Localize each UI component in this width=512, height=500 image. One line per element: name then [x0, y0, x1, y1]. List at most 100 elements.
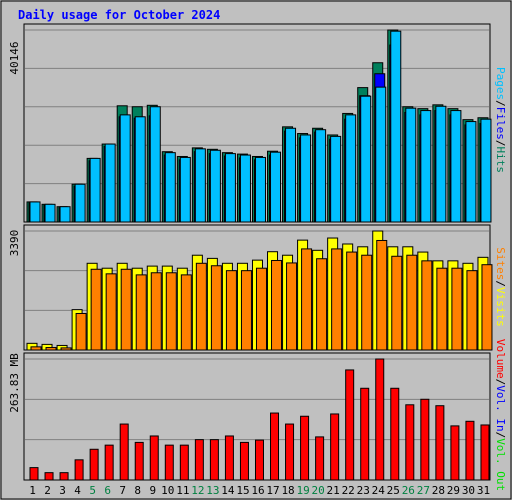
bar-sites-day-4: [75, 312, 87, 351]
day-label-22: 22: [342, 484, 355, 497]
bar-sites-day-13: [210, 265, 222, 351]
bar-pages-day-27: [420, 110, 432, 223]
day-label-19: 19: [296, 484, 309, 497]
bar-pages-day-21: [330, 135, 342, 223]
bar-pages-day-1: [29, 201, 41, 223]
bar-sites-day-11: [180, 274, 192, 351]
day-labels: 1 2 3 4 5 6 7 8 9 10 11 12 13 14 15 16 17 18 19 20 21 22 23 24 2…: [29, 484, 490, 497]
legend-visits: Visits: [494, 287, 507, 327]
bar-sites-day-24: [376, 239, 388, 351]
day-label-16: 16: [251, 484, 264, 497]
volume-panel: [23, 352, 491, 481]
bot-max-label: 263.83 MB: [8, 353, 21, 413]
day-label-11: 11: [176, 484, 189, 497]
bar-volume-day-7: [119, 423, 129, 481]
side-mid-text: Sites/Visits: [494, 247, 507, 327]
bar-sites-day-15: [240, 270, 252, 351]
day-label-26: 26: [402, 484, 415, 497]
bar-volume-day-9: [149, 435, 159, 481]
bar-sites-day-5: [90, 268, 102, 351]
day-label-12: 12: [191, 484, 204, 497]
bar-pages-day-16: [254, 156, 266, 223]
side-legend-middle: Sites/Visits: [494, 247, 507, 327]
bar-volume-day-30: [465, 420, 475, 481]
bar-sites-day-2: [45, 347, 57, 351]
legend-hits: Hits: [494, 147, 507, 174]
bar-sites-day-30: [466, 270, 478, 351]
side-top-text: Pages/Files/Hits: [494, 67, 507, 173]
visits-sites-panel: [23, 224, 493, 351]
bar-sites-day-20: [316, 258, 328, 351]
bar-pages-day-12: [194, 148, 206, 223]
day-label-29: 29: [447, 484, 460, 497]
day-label-7: 7: [119, 484, 126, 497]
bar-volume-day-3: [59, 472, 69, 481]
day-label-15: 15: [236, 484, 249, 497]
bar-pages-day-7: [119, 114, 131, 223]
bar-volume-day-23: [360, 387, 370, 481]
bar-volume-day-6: [104, 444, 114, 481]
bar-pages-day-18: [285, 127, 297, 223]
bar-sites-day-3: [60, 347, 72, 351]
bar-volume-day-18: [285, 423, 295, 481]
bar-volume-day-28: [435, 405, 445, 481]
day-label-27: 27: [417, 484, 430, 497]
bar-sites-day-29: [451, 267, 463, 351]
bar-sites-day-18: [286, 262, 298, 351]
bar-volume-day-25: [390, 387, 400, 481]
bar-volume-day-10: [164, 444, 174, 481]
bar-pages-day-13: [209, 149, 221, 223]
bar-volume-day-17: [270, 412, 280, 481]
bar-sites-day-6: [105, 273, 117, 351]
bar-volume-day-27: [420, 398, 430, 481]
bar-volume-day-2: [44, 472, 54, 481]
day-label-13: 13: [206, 484, 219, 497]
day-label-10: 10: [161, 484, 174, 497]
legend-pages: Pages: [494, 67, 507, 100]
day-label-28: 28: [432, 484, 445, 497]
bar-pages-day-22: [345, 114, 357, 223]
bar-volume-day-13: [209, 439, 219, 481]
bar-sites-day-25: [391, 255, 403, 351]
day-label-18: 18: [281, 484, 294, 497]
day-label-1: 1: [29, 484, 36, 497]
legend-vol-in: Vol. In: [494, 385, 507, 431]
bar-pages-day-25: [390, 30, 402, 223]
bar-pages-day-26: [405, 107, 417, 223]
side-legend-top: Pages/Files/Hits: [494, 67, 507, 173]
legend-files: Files: [494, 107, 507, 140]
bar-sites-day-10: [165, 272, 177, 351]
bar-sites-day-28: [436, 267, 448, 351]
bar-pages-day-17: [270, 151, 282, 223]
bar-pages-day-8: [134, 116, 146, 223]
bar-volume-day-24: [375, 358, 385, 481]
day-label-23: 23: [357, 484, 370, 497]
bar-sites-day-31: [481, 264, 493, 351]
day-label-3: 3: [59, 484, 66, 497]
bar-volume-day-26: [405, 404, 415, 481]
bar-volume-day-29: [450, 425, 460, 481]
bar-pages-day-5: [89, 157, 101, 223]
bar-volume-day-20: [315, 436, 325, 481]
bar-volume-day-31: [480, 424, 490, 481]
bar-sites-day-16: [255, 267, 267, 351]
bar-pages-day-23: [360, 95, 372, 223]
bar-volume-day-22: [345, 369, 355, 481]
bar-pages-day-15: [239, 154, 251, 223]
day-label-4: 4: [74, 484, 81, 497]
bar-sites-day-8: [135, 274, 147, 351]
day-label-8: 8: [134, 484, 141, 497]
day-label-17: 17: [266, 484, 279, 497]
bar-pages-day-6: [104, 143, 116, 223]
bar-volume-day-11: [179, 444, 189, 481]
bar-pages-day-9: [149, 106, 161, 223]
bar-volume-day-16: [254, 439, 264, 481]
day-label-25: 25: [387, 484, 400, 497]
bar-pages-day-28: [435, 105, 447, 223]
mid-max-label: 3390: [8, 230, 21, 257]
bar-pages-day-14: [224, 153, 236, 223]
day-label-30: 30: [462, 484, 475, 497]
side-legend-bottom: Volume/Vol. In/Vol. Out: [494, 339, 507, 491]
day-label-2: 2: [44, 484, 51, 497]
legend-vol-out: Vol. Out: [494, 438, 507, 491]
